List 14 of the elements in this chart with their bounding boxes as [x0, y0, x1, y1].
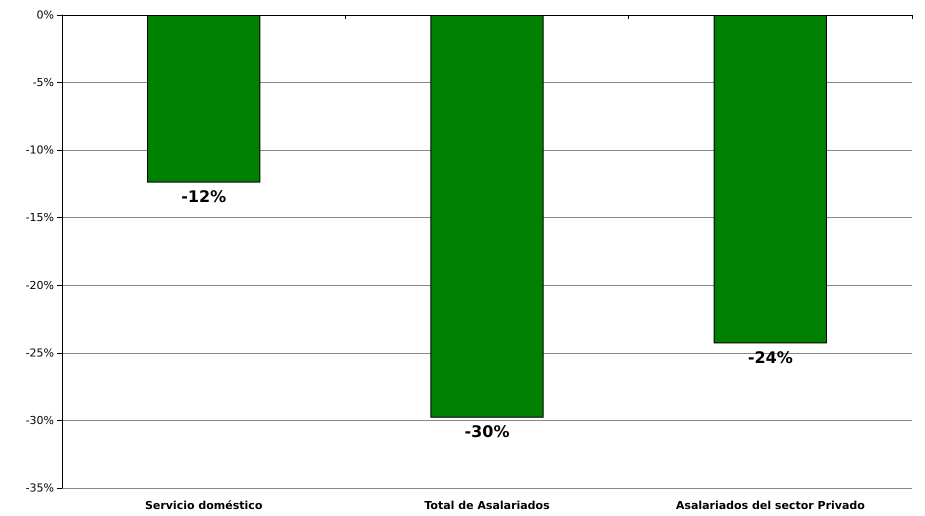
x-tick-label: Servicio doméstico [144, 499, 263, 512]
y-tick-label: -30% [26, 414, 54, 427]
y-tick-label: -15% [26, 211, 54, 224]
x-tick-label: Asalariados del sector Privado [676, 499, 866, 512]
data-label: -12% [181, 187, 226, 206]
data-label: -24% [748, 348, 793, 367]
y-tick-label: -25% [26, 346, 54, 360]
y-tick-label: -35% [26, 482, 54, 494]
data-label: -30% [464, 422, 510, 442]
y-tick-label: -5% [32, 76, 54, 90]
y-tick-label: 0% [36, 8, 54, 22]
y-tick-label: -20% [26, 278, 54, 292]
y-tick-label: -10% [26, 144, 54, 157]
x-tick-label: Total de Asalariados [424, 499, 550, 512]
